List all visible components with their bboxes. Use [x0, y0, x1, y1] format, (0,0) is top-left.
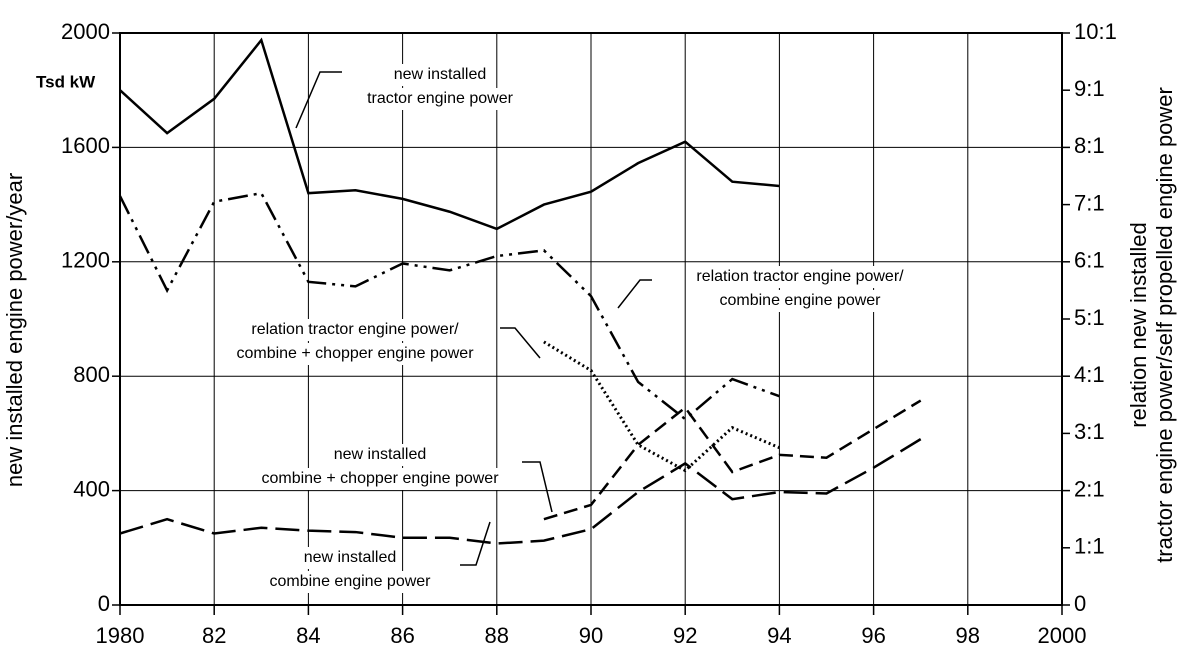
annotation: new installed — [334, 446, 427, 463]
annotation-bg — [716, 290, 884, 312]
leader — [295, 71, 342, 129]
annotation-bg — [258, 468, 502, 490]
annotation-bg — [364, 88, 516, 110]
annotation-bg — [693, 266, 907, 288]
annotation: combine + chopper engine power — [261, 470, 499, 487]
y-tick-label: 1200 — [61, 248, 110, 273]
annotation-bg — [300, 547, 400, 569]
leader — [522, 461, 553, 513]
y-tick-label: 1600 — [61, 133, 110, 158]
x-tick-label: 92 — [673, 623, 697, 648]
leader — [617, 279, 652, 309]
y-tick-label: 0 — [98, 591, 110, 616]
annotation: relation tractor engine power/ — [251, 321, 459, 338]
y2-axis-label: relation new installed — [1126, 222, 1151, 427]
annotation-bg — [390, 64, 490, 86]
x-tick-label: 90 — [579, 623, 603, 648]
annotation: tractor engine power — [367, 90, 514, 107]
y-tick-label: 400 — [73, 476, 110, 501]
y2-tick-label: 9:1 — [1074, 76, 1105, 101]
y2-tick-label: 1:1 — [1074, 534, 1105, 559]
y2-tick-label: 7:1 — [1074, 190, 1105, 215]
annotation: new installed — [394, 66, 487, 83]
y2-tick-label: 6:1 — [1074, 248, 1105, 273]
x-tick-label: 1980 — [96, 623, 145, 648]
y2-tick-label: 10:1 — [1074, 19, 1117, 44]
x-tick-label: 84 — [296, 623, 320, 648]
y-axis-label: new installed engine power/year — [2, 173, 27, 487]
x-tick-label: 98 — [956, 623, 980, 648]
annotation-bg — [233, 343, 477, 365]
plot-frame — [119, 32, 1063, 606]
annotation-bg — [330, 444, 430, 466]
series-line — [118, 191, 780, 421]
series-line — [543, 340, 780, 473]
y2-tick-label: 5:1 — [1074, 305, 1105, 330]
annotation: combine engine power — [720, 292, 882, 309]
leaders — [295, 71, 652, 566]
y-tick-label: 2000 — [61, 19, 110, 44]
leader — [500, 327, 541, 359]
annotation: combine engine power — [270, 573, 432, 590]
series-line — [543, 399, 922, 521]
x-tick-label: 96 — [861, 623, 885, 648]
annotation-bg — [266, 571, 434, 593]
y2-tick-label: 8:1 — [1074, 133, 1105, 158]
annotation-bg — [248, 319, 462, 341]
y2-tick-label: 2:1 — [1074, 476, 1105, 501]
annotation: relation tractor engine power/ — [696, 268, 904, 285]
annotation: combine + chopper engine power — [236, 345, 474, 362]
unit-label: Tsd kW — [36, 72, 96, 91]
series-line — [119, 37, 780, 231]
x-tick-label: 88 — [485, 623, 509, 648]
x-tick-label: 94 — [767, 623, 791, 648]
y2-tick-label: 4:1 — [1074, 362, 1105, 387]
annotation: new installed — [304, 549, 397, 566]
x-tick-label: 2000 — [1038, 623, 1087, 648]
x-tick-label: 86 — [390, 623, 414, 648]
y2-axis-label: tractor engine power/self propelled engi… — [1152, 87, 1177, 563]
y2-tick-label: 0 — [1074, 591, 1086, 616]
y2-tick-label: 3:1 — [1074, 419, 1105, 444]
y-tick-label: 800 — [73, 362, 110, 387]
series-line — [119, 438, 922, 545]
x-tick-label: 82 — [202, 623, 226, 648]
leader — [460, 521, 491, 566]
